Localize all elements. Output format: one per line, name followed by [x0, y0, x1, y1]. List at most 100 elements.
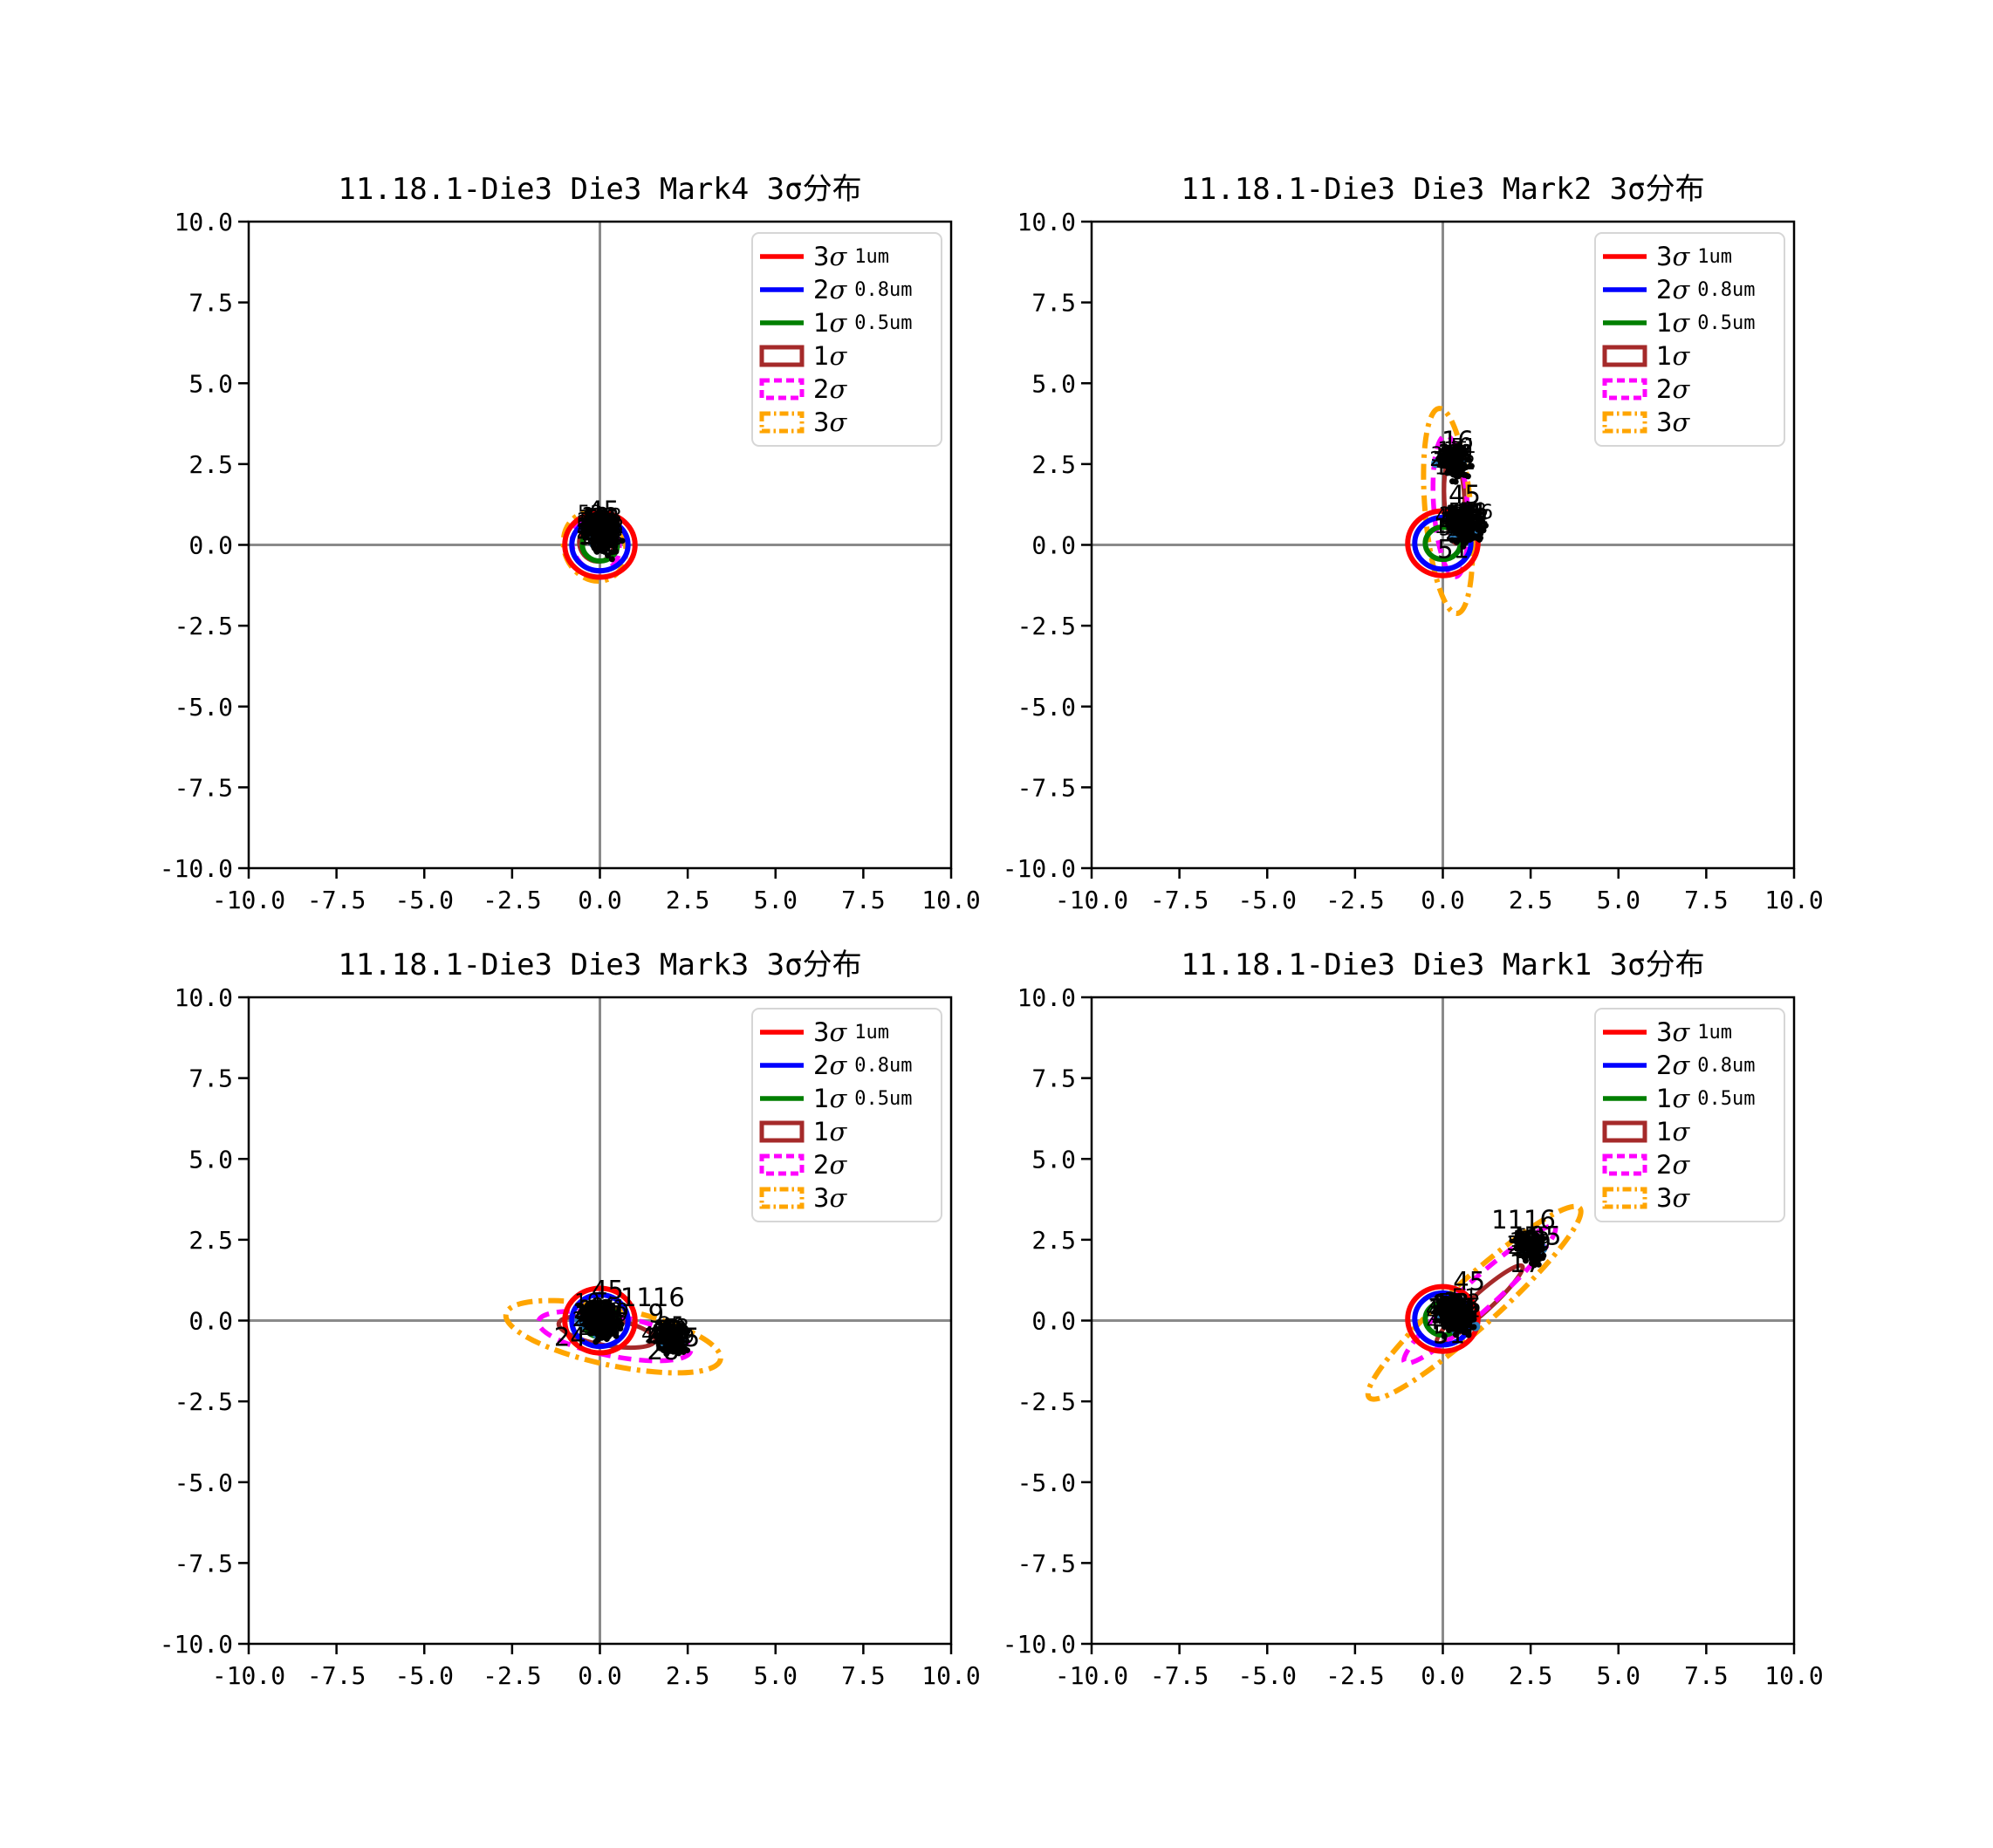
point-index-label: 53: [1435, 450, 1461, 473]
legend-subplot-0: 3σ 1um 2σ 0.8um 1σ 0.5um 1σ 2σ 3σ: [751, 232, 942, 447]
legend-size-label: 0.8um: [854, 278, 913, 301]
point-index-label: 3: [1438, 1295, 1451, 1318]
legend-swatch-rect-dashdot: [1602, 1187, 1647, 1209]
legend-swatch-line: [760, 287, 804, 292]
subplot-title-mark4: 11.18.1-Die3 Die3 Mark4 3σ分布: [338, 172, 862, 207]
scatter-point: [1460, 543, 1467, 550]
legend-swatch-line: [760, 1096, 804, 1101]
point-index-label: 22: [1440, 1293, 1465, 1316]
legend-item-3σ: 3σ: [758, 1181, 935, 1215]
y-tick-label: -2.5: [175, 1387, 233, 1416]
legend-swatch-rect-dashdot: [1602, 411, 1647, 434]
legend-item-3σ-1um: 3σ 1um: [758, 1016, 935, 1049]
point-index-label: 21: [1439, 1293, 1464, 1316]
subplot-title-mark2: 11.18.1-Die3 Die3 Mark2 3σ分布: [1181, 172, 1705, 207]
x-tick-label: -2.5: [1325, 1661, 1384, 1690]
scatter-point: [599, 537, 606, 544]
point-index-label: 38: [1434, 1296, 1459, 1318]
legend-size-label: 0.5um: [1697, 311, 1756, 334]
legend-swatch-line: [1603, 287, 1647, 292]
scatter-point: [1461, 536, 1468, 543]
point-index-label: 9: [586, 1300, 599, 1323]
legend-item-2σ-0.8um: 2σ 0.8um: [758, 1049, 935, 1082]
point-index-label: 46: [1449, 1296, 1474, 1318]
scatter-point: [673, 1338, 680, 1345]
scatter-point: [1521, 1254, 1528, 1261]
point-index-label: 22: [1516, 1229, 1541, 1252]
x-tick-label: 10.0: [1764, 886, 1823, 914]
legend-size-label: 0.8um: [854, 1054, 913, 1077]
point-index-label: 31: [598, 1303, 623, 1325]
legend-item-3σ: 3σ: [758, 406, 935, 439]
point-index-label: 8: [662, 1325, 675, 1348]
point-index-label: 2: [1439, 441, 1452, 463]
x-tick-label: 2.5: [666, 886, 710, 914]
cluster-annotation: 9: [648, 1298, 664, 1328]
point-index-label: 10: [574, 1290, 599, 1313]
point-index-label: 18: [1446, 502, 1471, 524]
point-index-label: 18: [661, 1318, 687, 1341]
sigma-ellipse-2σ: [536, 1309, 694, 1364]
legend-rect-sample: [759, 345, 805, 367]
legend-item-2σ-0.8um: 2σ 0.8um: [1601, 273, 1778, 306]
scatter-point: [1456, 464, 1463, 471]
point-index-label: 8: [1466, 502, 1479, 524]
cluster-annotation: 1116: [620, 1283, 685, 1312]
scatter-point: [608, 549, 615, 556]
legend-sigma-label: 2σ: [1656, 1051, 1690, 1080]
scatter-point: [670, 1346, 677, 1353]
y-tick-label: 10.0: [1017, 208, 1076, 236]
legend-sigma-label: 2σ: [813, 1150, 847, 1180]
point-index-label: 53: [1514, 1239, 1539, 1262]
point-index-label: 1: [1449, 1293, 1462, 1316]
y-tick-label: -2.5: [1017, 1387, 1076, 1416]
legend-swatch-line: [760, 1063, 804, 1068]
y-tick-label: -5.0: [1017, 1468, 1076, 1497]
point-index-label: 9: [1457, 1307, 1470, 1330]
legend-swatch-rect-solid: [759, 1120, 805, 1143]
legend-sigma-label: 2σ: [1656, 275, 1690, 305]
y-tick-label: 5.0: [1031, 369, 1076, 398]
scatter-point: [589, 1323, 596, 1330]
point-index-label: 55: [1454, 1296, 1479, 1318]
scatter-point: [606, 1324, 613, 1331]
cluster-annotation: 5: [684, 1323, 700, 1352]
y-tick-label: 2.5: [1031, 1226, 1076, 1255]
y-tick-label: -7.5: [175, 1549, 233, 1578]
subplot-plot-2: 9731162543503025173846205133317212021514…: [160, 983, 981, 1690]
scatter-point: [1449, 478, 1456, 485]
scatter-point: [1433, 1310, 1443, 1320]
legend-sigma-label: 2σ: [1656, 1150, 1690, 1180]
point-index-label: 46: [1439, 1297, 1464, 1319]
y-tick-label: 10.0: [175, 983, 233, 1012]
subplot-plot-0: 1819147522929551645202852142949720215132…: [160, 208, 981, 914]
legend-sigma-label: 1σ: [1656, 308, 1690, 338]
x-tick-label: 2.5: [1509, 1661, 1553, 1690]
scatter-point: [1465, 456, 1472, 463]
x-tick-label: -7.5: [307, 1661, 366, 1690]
point-index-label: 19: [1435, 516, 1460, 538]
point-index-label: 22: [1463, 505, 1489, 528]
point-index-label: 6: [1436, 448, 1449, 471]
point-index-label: 3: [1455, 507, 1469, 530]
x-tick-label: 10.0: [1764, 1661, 1823, 1690]
x-tick-label: -5.0: [395, 886, 454, 914]
point-index-label: 43: [1462, 515, 1487, 537]
point-index-label: 32: [577, 514, 602, 537]
point-index-label: 25: [646, 1326, 671, 1349]
legend-item-2σ: 2σ: [758, 373, 935, 406]
x-tick-label: 2.5: [666, 1661, 710, 1690]
legend-sigma-label: 2σ: [813, 275, 847, 305]
x-tick-label: 7.5: [1684, 1661, 1729, 1690]
point-index-label: 26: [582, 504, 607, 527]
scatter-point: [1457, 526, 1464, 533]
cluster-annotation: 95: [1530, 1221, 1562, 1250]
reference-circle-1σ-0.5um: [1422, 524, 1463, 563]
point-index-label: 41: [600, 1297, 626, 1319]
legend-swatch-line: [1603, 254, 1647, 259]
point-index-label: 51: [1451, 435, 1476, 458]
scatter-point: [1463, 530, 1470, 537]
point-index-label: 35: [592, 1300, 617, 1323]
legend-item-3σ-1um: 3σ 1um: [758, 240, 935, 273]
